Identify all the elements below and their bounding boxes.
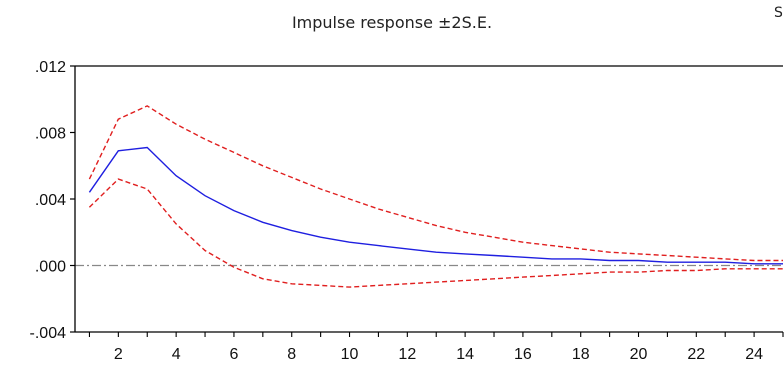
y-tick-label: .000 — [35, 259, 66, 276]
y-tick-label: .008 — [35, 126, 66, 143]
x-tick-label: 10 — [341, 346, 359, 363]
series-line-1 — [88, 146, 783, 265]
chart-title: Impulse response ±2S.E. — [291, 13, 493, 32]
x-tick-label: 20 — [630, 346, 648, 363]
x-tick-label: 18 — [572, 346, 590, 363]
x-tick-label: 6 — [229, 346, 238, 363]
x-tick-label: 4 — [172, 346, 181, 363]
x-tick-label: 22 — [687, 346, 705, 363]
series-line-3 — [88, 178, 783, 288]
x-tick-label: 24 — [745, 346, 763, 363]
corner-text: S — [774, 5, 783, 21]
y-tick-label: -.004 — [30, 325, 67, 342]
series-line-2 — [88, 105, 783, 262]
x-tick-label: 8 — [287, 346, 296, 363]
x-tick-label: 14 — [456, 346, 474, 363]
x-tick-label: 12 — [398, 346, 416, 363]
y-tick-label: .012 — [35, 59, 66, 76]
x-tick-label: 16 — [514, 346, 532, 363]
y-tick-label: .004 — [35, 192, 66, 209]
x-tick-label: 2 — [114, 346, 123, 363]
